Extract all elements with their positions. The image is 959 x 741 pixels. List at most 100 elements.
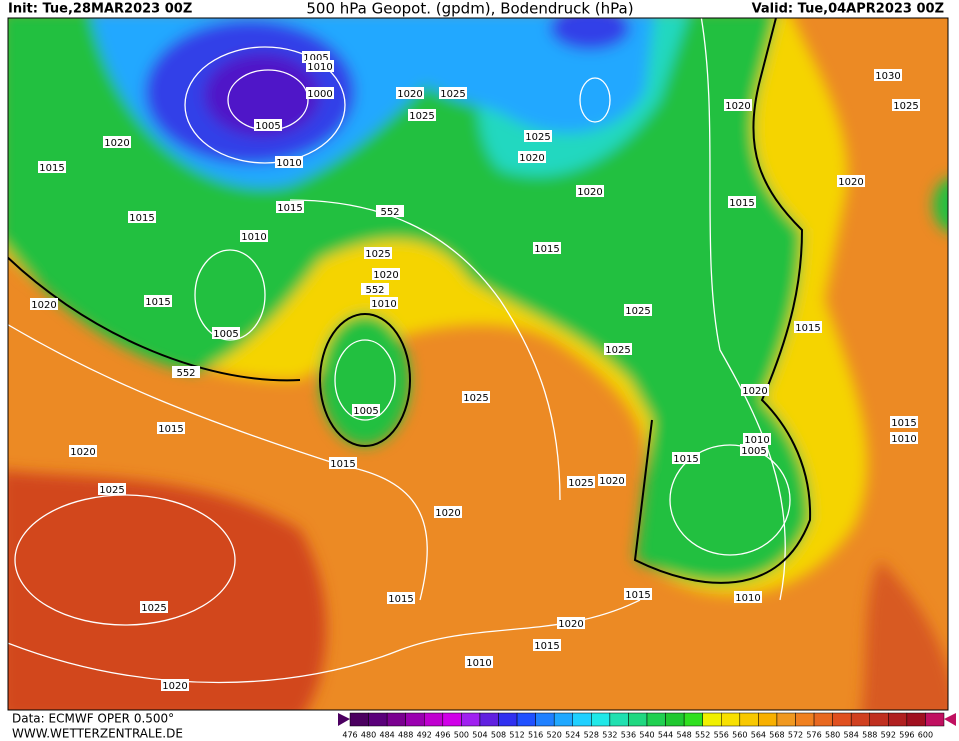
isobar-label: 1015 [145, 297, 170, 308]
isobar-label: 1020 [519, 153, 544, 164]
scale-label: 516 [528, 731, 543, 740]
label-box [352, 404, 380, 416]
label-box [370, 297, 398, 309]
isobar-label: 1010 [891, 434, 916, 445]
scale-swatch [832, 712, 852, 727]
contour [8, 256, 301, 382]
isobar-label: 1025 [893, 101, 918, 112]
isobars [8, 18, 791, 684]
scale-label: 528 [584, 731, 599, 740]
label-box [157, 422, 185, 434]
isobar-label: 1010 [307, 62, 332, 73]
isobar-label: 1020 [838, 177, 863, 188]
isobar-label: 552 [365, 285, 384, 296]
isobar-label: 1005 [255, 121, 280, 132]
label-box [306, 60, 334, 72]
scale-swatch [795, 712, 815, 727]
map-field: 1005101010001005101010201015101510151010… [8, 18, 948, 710]
scale-label: 548 [676, 731, 691, 740]
scale-label: 532 [602, 731, 617, 740]
isobar-label: 1015 [795, 323, 820, 334]
scale-label: 580 [825, 731, 840, 740]
label-box [890, 432, 918, 444]
label-box [372, 268, 400, 280]
data-source: Data: ECMWF OPER 0.500° [12, 712, 174, 726]
isobar-label: 1020 [373, 270, 398, 281]
scale-swatch [516, 712, 536, 727]
scale-label: 540 [639, 731, 654, 740]
isobar [579, 77, 611, 123]
isobar-label: 1015 [534, 641, 559, 652]
isobar-label: 1020 [558, 619, 583, 630]
label-box [533, 242, 561, 254]
scale-swatch [591, 712, 611, 727]
label-box [624, 304, 652, 316]
low-core [204, 53, 320, 137]
label-box [567, 476, 595, 488]
scale-label: 512 [509, 731, 524, 740]
scale-label: 476 [342, 731, 357, 740]
label-box [462, 391, 490, 403]
scale-swatch [758, 712, 778, 727]
green-region [933, 178, 948, 232]
isobar-label: 1025 [440, 89, 465, 100]
isobar-label: 1025 [605, 345, 630, 356]
isobar-label: 1010 [744, 435, 769, 446]
scale-label: 576 [806, 731, 821, 740]
isobar-label: 552 [380, 207, 399, 218]
isobar-label: 1000 [307, 89, 332, 100]
label-box [172, 366, 200, 378]
green-region [320, 314, 410, 446]
scale-label: 484 [379, 731, 394, 740]
isobar-label: 1015 [625, 590, 650, 601]
label-box [794, 321, 822, 333]
scale-swatch [888, 712, 908, 727]
scale-swatch [498, 712, 518, 727]
label-box [103, 136, 131, 148]
isobar [334, 339, 396, 421]
scale-swatch [906, 712, 926, 727]
isobar-label: 1020 [599, 476, 624, 487]
isobar-label: 1015 [277, 203, 302, 214]
label-box [275, 156, 303, 168]
scale-swatch [850, 712, 870, 727]
label-box [161, 679, 189, 691]
isobar-label: 1020 [742, 386, 767, 397]
label-box [212, 327, 240, 339]
isobar-label: 1025 [625, 306, 650, 317]
scale-swatch [405, 712, 425, 727]
scale-swatch [925, 712, 945, 727]
scale-label: 524 [565, 731, 580, 740]
label-box [408, 109, 436, 121]
scale-swatch [665, 712, 685, 727]
scale-label: 536 [621, 731, 636, 740]
label-box [30, 298, 58, 310]
label-box [524, 130, 552, 142]
map-title: 500 hPa Geopot. (gpdm), Bodendruck (hPa) [306, 0, 633, 18]
label-box [128, 211, 156, 223]
scale-label: 488 [398, 731, 413, 740]
blue-region [550, 18, 630, 50]
label-box [361, 283, 389, 295]
label-box [728, 196, 756, 208]
scale-label: 592 [881, 731, 896, 740]
isobar [700, 18, 786, 601]
isobar [8, 599, 641, 684]
isobar [194, 249, 266, 341]
scale-label: 568 [769, 731, 784, 740]
valid-time: Valid: Tue,04APR2023 00Z [752, 2, 944, 17]
isobar-label: 1010 [735, 593, 760, 604]
scale-swatch [386, 712, 406, 727]
isobar-label: 1005 [303, 53, 328, 64]
label-box [724, 99, 752, 111]
website: WWW.WETTERZENTRALE.DE [12, 727, 183, 741]
scale-label: 544 [658, 731, 673, 740]
scale-label: 480 [361, 731, 376, 740]
scale-label: 492 [417, 731, 432, 740]
label-box [364, 247, 392, 259]
isobar-label: 1015 [729, 198, 754, 209]
isobar [669, 444, 791, 556]
isobar-label: 1015 [534, 244, 559, 255]
isobar-label: 1015 [673, 454, 698, 465]
label-box [741, 384, 769, 396]
